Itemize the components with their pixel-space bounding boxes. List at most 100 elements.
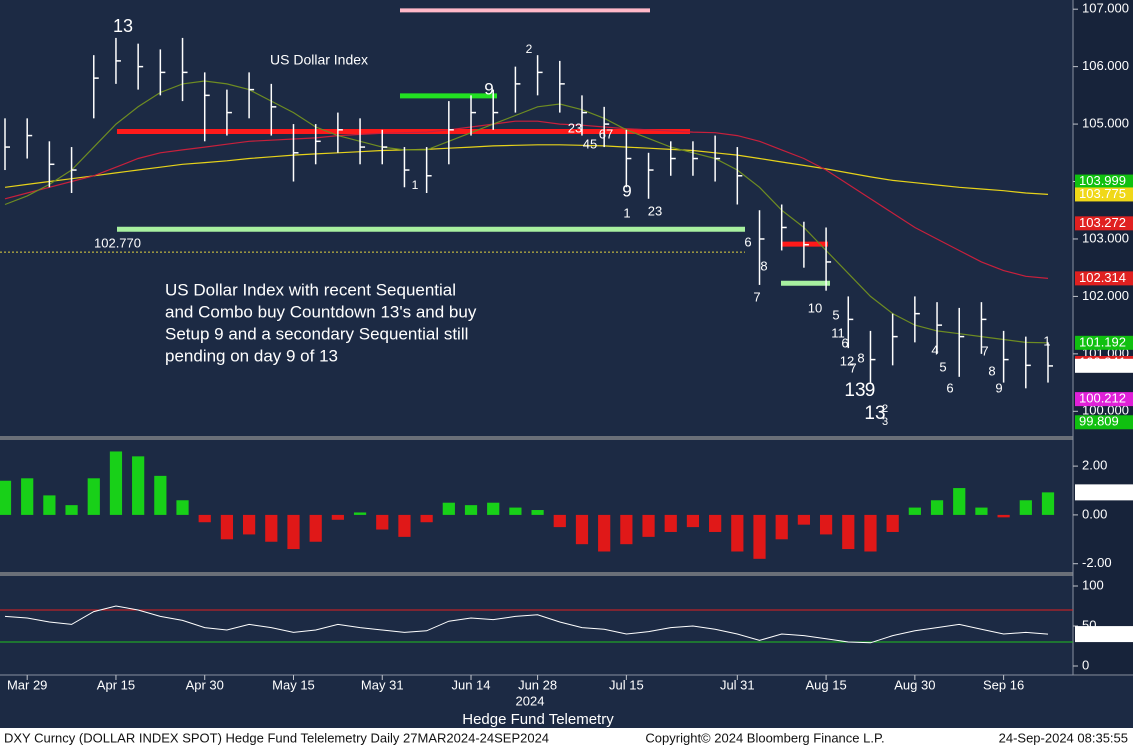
histogram-bar — [398, 514, 411, 537]
moving-average — [4, 144, 1049, 195]
price-label-box — [1075, 216, 1133, 231]
histogram-bar — [531, 510, 544, 515]
histogram-bar — [753, 514, 766, 559]
histogram-bar — [21, 478, 34, 515]
td-count: 5 — [939, 359, 946, 374]
histogram-bar — [309, 514, 322, 542]
histogram-bar — [1041, 492, 1055, 515]
histogram-bar — [43, 495, 56, 515]
histogram-bar — [975, 507, 988, 515]
price-label: 100.792 — [1079, 357, 1126, 372]
td-count: 7 — [753, 289, 760, 304]
price-label: 103.775 — [1079, 186, 1126, 201]
footer-left: DXY Curncy (DOLLAR INDEX SPOT) Hedge Fun… — [4, 730, 549, 745]
y-tick-label: 107.000 — [1082, 1, 1129, 16]
td-count: 7 — [849, 360, 856, 375]
histogram-bar — [176, 500, 189, 515]
histogram-bar — [575, 514, 589, 545]
value-label: 0.9237 — [1079, 484, 1119, 499]
y-tick-label: 0.00 — [1082, 506, 1107, 521]
y-tick-label: 100.000 — [1082, 403, 1129, 418]
y-tick-label: 105.000 — [1082, 116, 1129, 131]
histogram-bar — [953, 488, 966, 515]
td-count: 8 — [988, 363, 995, 378]
price-label: 103.999 — [1079, 173, 1126, 188]
price-label: 99.809 — [1079, 414, 1119, 429]
histogram-bar — [65, 505, 78, 515]
td-count: 13 — [864, 403, 885, 424]
td-count: 13 — [113, 16, 133, 36]
td-count: 67 — [599, 126, 613, 141]
x-tick-label: Apr 30 — [186, 677, 224, 692]
price-label-box — [1075, 392, 1133, 407]
td-count: 9 — [865, 380, 876, 401]
x-axis-title: Hedge Fund Telemetry — [462, 711, 614, 728]
price-label: 100.212 — [1079, 391, 1126, 406]
y-tick-label: 103.000 — [1082, 230, 1129, 245]
price-label: 102.314 — [1079, 270, 1126, 285]
td-count: 9 — [995, 380, 1002, 395]
moving-average — [4, 120, 1049, 279]
note-line: US Dollar Index with recent Sequential — [165, 280, 456, 299]
td-count: 8 — [760, 258, 767, 273]
histogram-bar — [487, 502, 500, 515]
td-count: 5 — [832, 307, 839, 322]
x-tick-label: May 15 — [272, 677, 315, 692]
price-label-box — [1075, 335, 1133, 350]
x-year: 2024 — [516, 693, 545, 708]
td-count: 2 — [526, 42, 533, 56]
histogram-bar — [0, 480, 12, 515]
td-count: 13 — [844, 380, 865, 401]
panel-divider — [0, 572, 1073, 576]
histogram-bar — [442, 502, 455, 515]
x-tick-label: Jul 31 — [720, 677, 755, 692]
price-label-box — [1075, 187, 1133, 202]
histogram-bar — [908, 507, 921, 515]
td-count: 12 — [840, 353, 854, 368]
x-tick-label: Jun 28 — [518, 677, 557, 692]
level-label: 102.770 — [94, 236, 141, 251]
histogram-bar — [797, 514, 810, 525]
y-tick-label: 100 — [1082, 577, 1104, 592]
price-label-box — [1075, 174, 1133, 189]
td-count: 23 — [648, 203, 662, 218]
chart-title: US Dollar Index — [270, 52, 368, 68]
chart-background — [0, 0, 1133, 728]
td-count: 45 — [583, 136, 597, 151]
footer-background — [0, 728, 1133, 748]
td-count: 1 — [1043, 333, 1050, 348]
histogram-bar — [731, 514, 744, 552]
footer-right: 24-Sep-2024 08:35:55 — [999, 730, 1128, 745]
td-count: 1 — [412, 178, 419, 192]
histogram-bar — [464, 505, 478, 515]
histogram-bar — [243, 514, 256, 535]
x-tick-label: Jun 14 — [451, 677, 490, 692]
histogram-bar — [509, 507, 522, 515]
histogram-bar — [353, 512, 367, 515]
histogram-bar — [864, 514, 877, 552]
td-count: 9 — [622, 181, 631, 200]
td-count: 11 — [831, 325, 845, 340]
histogram-bar — [220, 514, 234, 540]
td-count: 1 — [623, 205, 630, 220]
price-label: 101.192 — [1079, 334, 1126, 349]
histogram-bar — [886, 514, 899, 532]
y-tick-label: 2.00 — [1082, 458, 1107, 473]
histogram-bar — [1019, 500, 1032, 515]
note-line: pending on day 9 of 13 — [165, 346, 338, 365]
x-tick-label: Aug 15 — [805, 677, 846, 692]
footer-center: Copyright© 2024 Bloomberg Finance L.P. — [645, 730, 884, 745]
price-label-box — [1075, 358, 1133, 373]
histogram-bar — [775, 514, 788, 540]
histogram-bar — [198, 514, 211, 523]
histogram-bar — [376, 514, 389, 530]
x-tick-label: May 31 — [361, 677, 404, 692]
histogram-bar — [997, 514, 1010, 518]
note-line: and Combo buy Countdown 13's and buy — [165, 302, 477, 321]
histogram-bar — [598, 514, 611, 552]
histogram-bar — [819, 514, 833, 535]
y-tick-label: 102.000 — [1082, 288, 1129, 303]
value-label-box — [1075, 626, 1133, 643]
histogram-bar — [331, 514, 344, 520]
